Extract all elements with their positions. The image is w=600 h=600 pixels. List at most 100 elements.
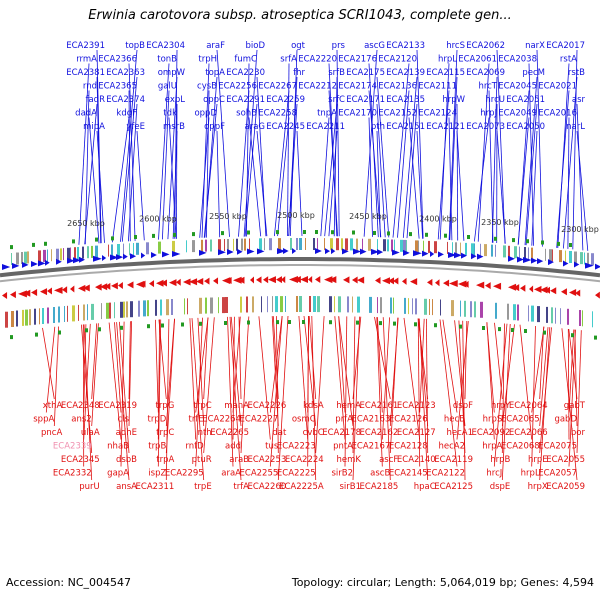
cog-band xyxy=(267,296,268,313)
bottom-gene-label: kdsA xyxy=(303,401,324,411)
forward-connector xyxy=(296,130,303,237)
bottom-gene-label: ECA2163 xyxy=(352,415,391,425)
reverse-connector xyxy=(83,324,93,481)
bottom-gene-label: sppA xyxy=(33,415,54,425)
top-gene-label: ECA2259 xyxy=(266,95,305,105)
reverse-connector xyxy=(91,323,98,400)
forward-connector xyxy=(524,76,538,246)
reverse-connector xyxy=(307,315,309,467)
marker-dot xyxy=(459,324,462,329)
cog-band xyxy=(160,299,162,316)
forward-connector xyxy=(328,130,338,237)
forward-gene xyxy=(331,248,336,255)
top-gene-label: hrpW xyxy=(442,95,465,105)
cog-band xyxy=(51,249,52,262)
cog-band xyxy=(43,249,46,262)
forward-gene xyxy=(38,260,46,267)
forward-connector xyxy=(175,103,178,239)
bottom-gene-label: ECA2057 xyxy=(538,469,577,479)
top-gene-label: ECA2050 xyxy=(506,122,545,132)
top-gene-label: hrcT xyxy=(478,82,497,92)
cog-band xyxy=(480,301,483,318)
reverse-connector xyxy=(195,317,203,467)
top-gene-label: ECA2220 xyxy=(298,55,337,65)
bottom-gene-label: ECA2075 xyxy=(538,442,577,452)
cog-band xyxy=(299,296,302,312)
reverse-gene xyxy=(476,281,485,289)
forward-gene xyxy=(353,248,362,255)
top-gene-label: ECA2115 xyxy=(426,68,465,78)
reverse-gene xyxy=(343,276,350,284)
bottom-gene-label: ECA2255 xyxy=(240,469,279,479)
cog-band xyxy=(29,309,31,326)
marker-dot xyxy=(524,329,527,333)
cog-band xyxy=(117,244,120,256)
bottom-gene-label: trpE xyxy=(194,482,212,492)
forward-gene xyxy=(162,251,170,258)
cog-band xyxy=(147,300,149,317)
forward-gene xyxy=(12,262,20,269)
cog-band xyxy=(531,305,534,322)
reverse-gene xyxy=(183,278,191,286)
bottom-gene-label: trpG xyxy=(155,401,174,411)
top-gene-label: rstB xyxy=(568,68,585,78)
cog-band xyxy=(352,296,353,313)
forward-connector xyxy=(376,103,386,238)
cog-band xyxy=(67,247,70,260)
cog-band xyxy=(60,248,62,261)
reverse-connector xyxy=(53,326,59,427)
forward-connector xyxy=(517,117,530,245)
reverse-connector xyxy=(269,316,283,467)
top-gene-label: fumC xyxy=(234,55,257,65)
marker-dot xyxy=(409,232,412,237)
bottom-gene-label: hrpY xyxy=(491,401,511,411)
cog-band xyxy=(503,245,506,258)
top-gene-label: ECA2171 xyxy=(346,95,385,105)
reverse-connector xyxy=(352,316,356,454)
cog-band xyxy=(74,247,76,260)
bottom-gene-label: dspF xyxy=(453,401,473,411)
reverse-gene xyxy=(227,276,232,284)
cog-band xyxy=(201,239,203,252)
reverse-connector xyxy=(157,319,162,467)
cog-band xyxy=(11,253,12,265)
top-gene-label: ECA2136 xyxy=(378,82,417,92)
top-gene-label: ECA2135 xyxy=(386,95,425,105)
bottom-gene-label: ECA2319 xyxy=(98,401,137,411)
reverse-connector xyxy=(576,330,582,454)
bottom-gene-label: hpaC xyxy=(414,482,436,492)
forward-feature-lines xyxy=(78,49,589,251)
cog-band xyxy=(16,252,19,265)
forward-connector xyxy=(78,63,90,245)
cog-band xyxy=(313,238,315,250)
forward-gene xyxy=(199,249,207,256)
reverse-connector xyxy=(439,319,458,467)
reverse-connector xyxy=(493,323,508,467)
forward-gene xyxy=(227,248,234,255)
cog-band xyxy=(225,297,228,313)
bottom-gene-label: araB xyxy=(229,455,249,465)
forward-connector xyxy=(363,49,378,237)
forward-gene xyxy=(73,257,82,264)
marker-dot xyxy=(35,332,38,337)
bottom-gene-label: cvbC xyxy=(303,428,324,438)
reverse-gene xyxy=(550,287,557,295)
reverse-connector xyxy=(277,315,289,481)
cog-band xyxy=(111,244,113,257)
cog-band xyxy=(38,250,41,263)
cog-band xyxy=(465,242,467,255)
forward-connector xyxy=(567,117,570,249)
reverse-connector xyxy=(128,321,131,400)
reverse-connector xyxy=(519,324,533,440)
marker-dot xyxy=(111,236,114,241)
reverse-gene xyxy=(329,276,337,284)
cog-band xyxy=(64,306,65,322)
top-gene-label: oppD xyxy=(194,109,217,119)
forward-connector xyxy=(277,117,290,237)
cog-band xyxy=(460,242,461,255)
reverse-connector xyxy=(574,329,578,427)
bottom-gene-label: pntA xyxy=(333,442,353,452)
reverse-feature-lines xyxy=(42,315,582,481)
top-gene-label: ECA2021 xyxy=(538,82,577,92)
marker-dot xyxy=(247,230,250,235)
